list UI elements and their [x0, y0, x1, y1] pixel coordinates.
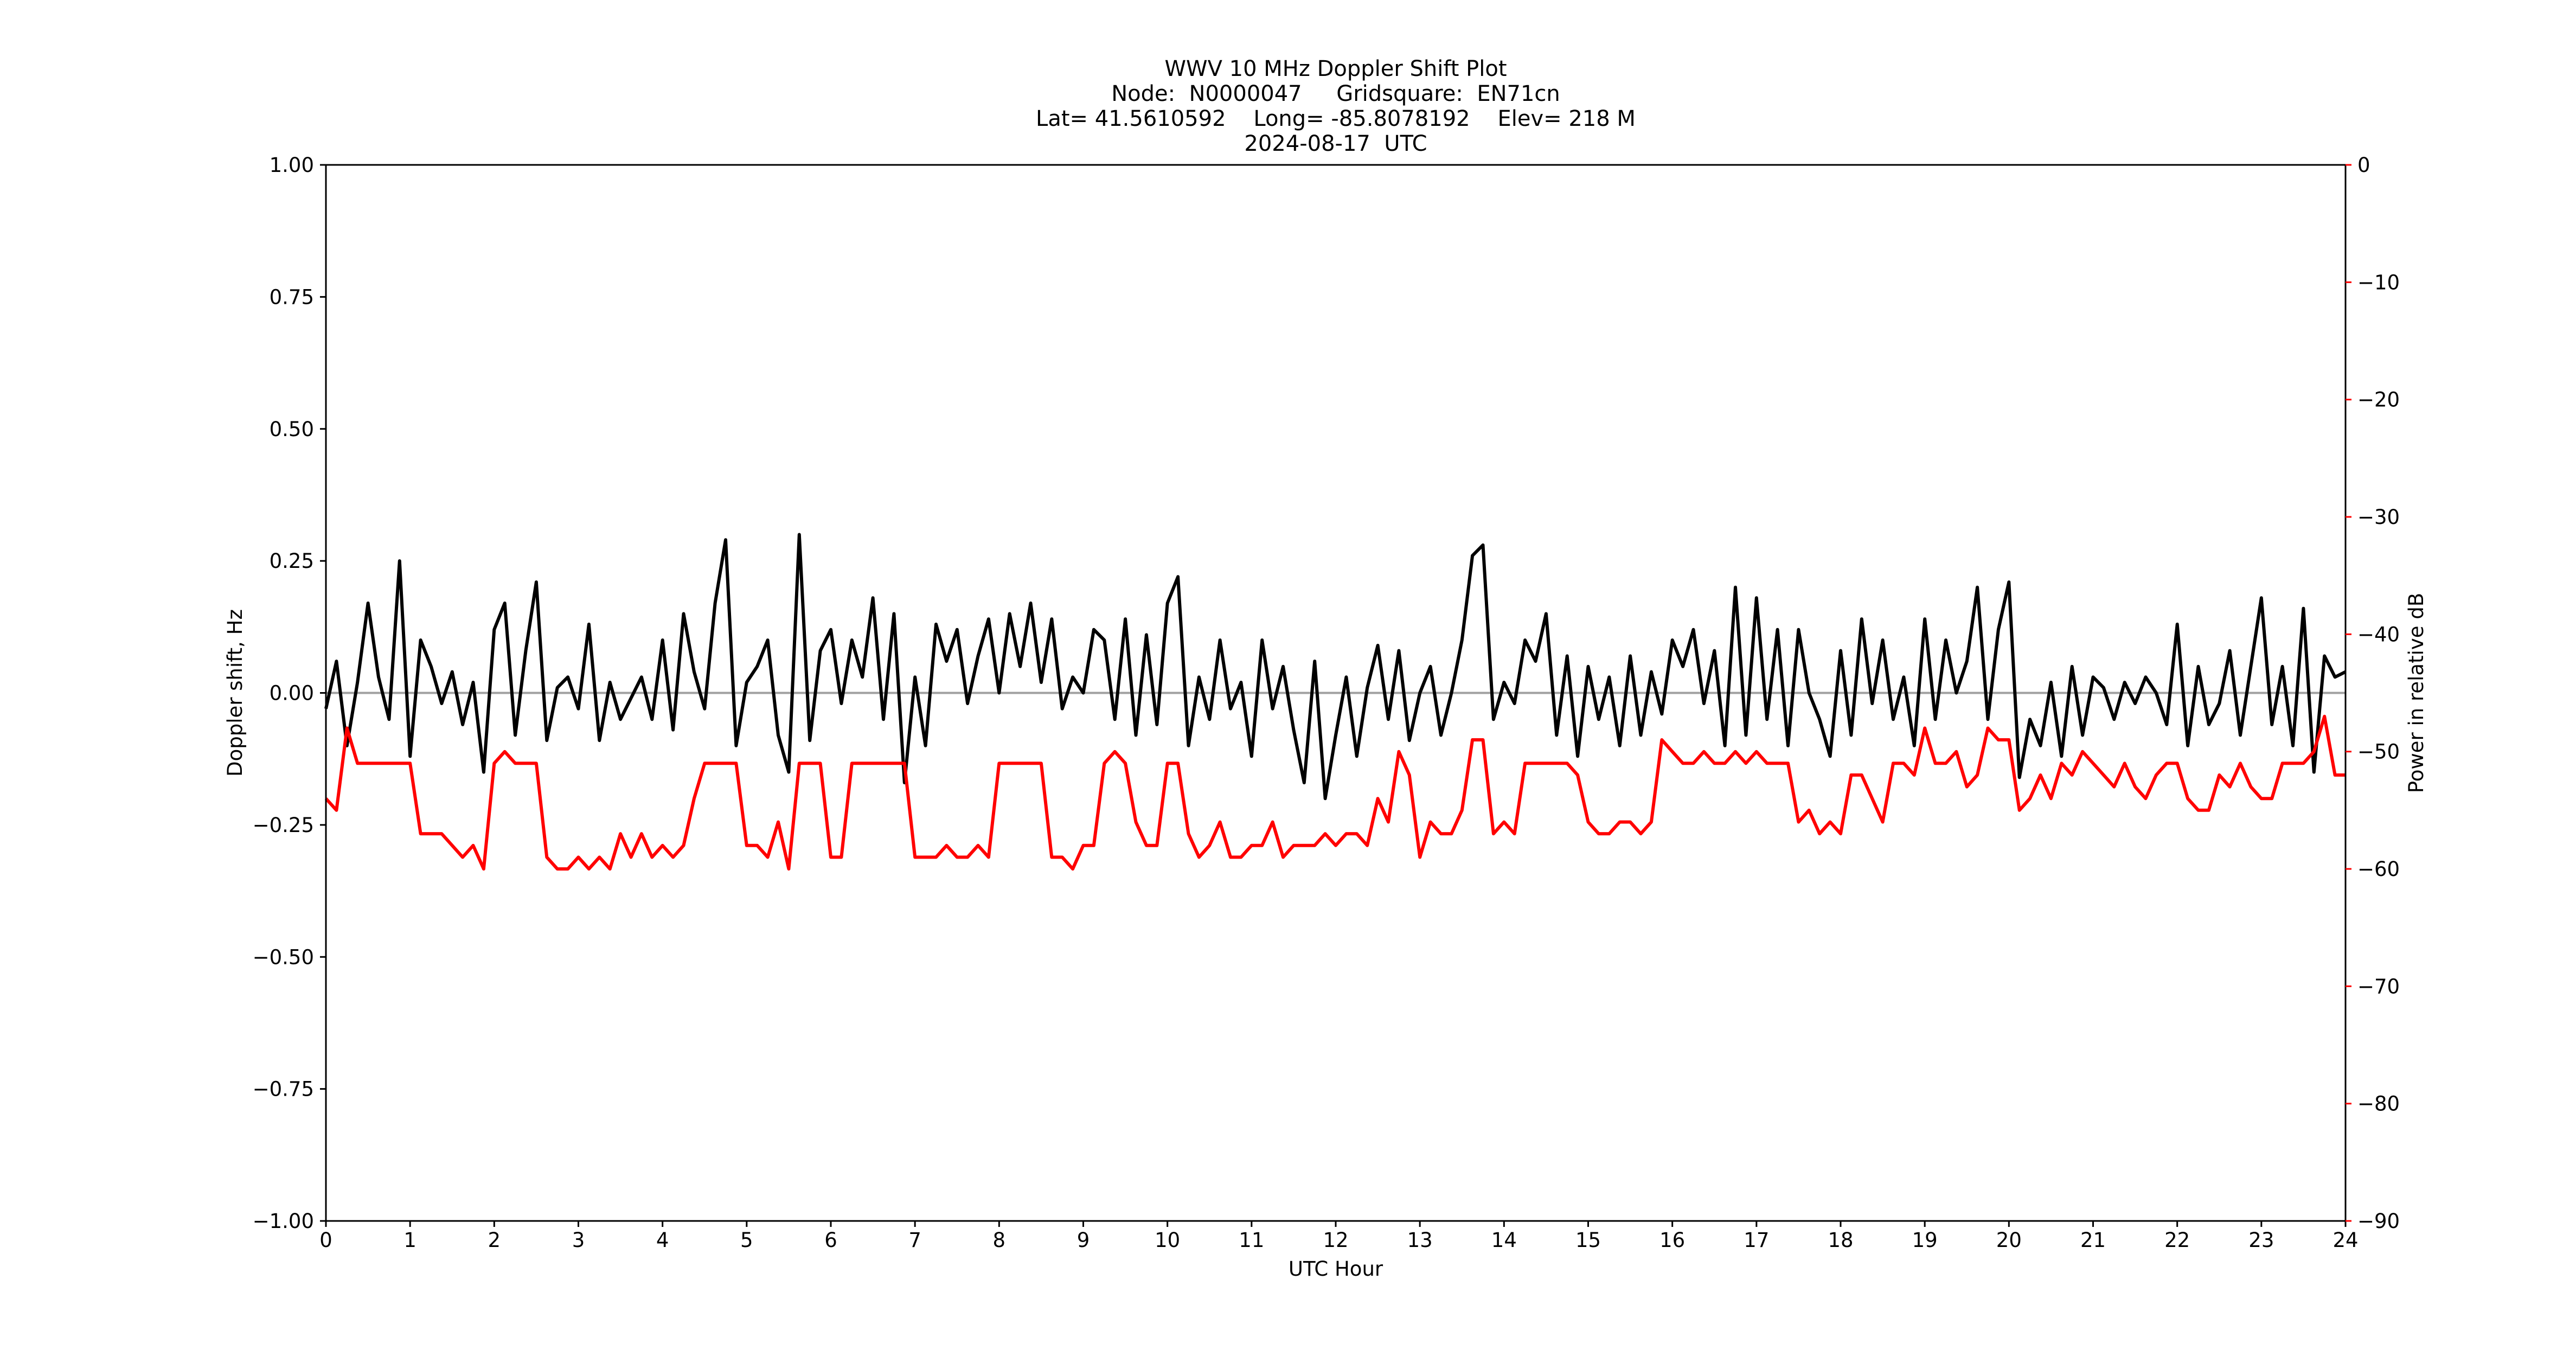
y-tick-label: −1.00: [253, 1210, 314, 1233]
x-tick-label: 4: [656, 1229, 669, 1252]
y-tick-label: 0.25: [270, 549, 314, 573]
x-tick-label: 18: [1828, 1229, 1853, 1252]
y-tick-label: −0.75: [253, 1078, 314, 1101]
y-tick-label: 1.00: [270, 153, 314, 177]
y-tick-label: 0.00: [270, 682, 314, 705]
y-tick-label: −0.25: [253, 814, 314, 837]
x-tick-label: 23: [2248, 1229, 2274, 1252]
y2-tick-label: −60: [2357, 858, 2400, 881]
x-tick-label: 13: [1407, 1229, 1433, 1252]
y2-tick-label: −50: [2357, 740, 2400, 764]
y-tick-label: −0.50: [253, 945, 314, 969]
x-tick-label: 12: [1323, 1229, 1348, 1252]
x-tick-label: 11: [1239, 1229, 1264, 1252]
y2-tick-label: −20: [2357, 388, 2400, 412]
x-tick-label: 10: [1155, 1229, 1180, 1252]
x-tick-label: 1: [403, 1229, 416, 1252]
x-tick-label: 5: [740, 1229, 753, 1252]
x-tick-label: 24: [2333, 1229, 2358, 1252]
x-axis-label: UTC Hour: [1289, 1257, 1383, 1281]
data-line: [324, 714, 2346, 871]
x-tick-label: 19: [1912, 1229, 1938, 1252]
x-tick-label: 21: [2080, 1229, 2106, 1252]
y2-tick-label: −70: [2357, 975, 2400, 998]
x-tick-label: 7: [908, 1229, 921, 1252]
x-tick-label: 9: [1077, 1229, 1090, 1252]
x-tick-label: 0: [319, 1229, 332, 1252]
data-line: [324, 533, 2347, 801]
chart-title: 2024-08-17 UTC: [1244, 131, 1427, 156]
x-tick-label: 15: [1575, 1229, 1601, 1252]
y2-tick-label: −30: [2357, 506, 2400, 529]
chart-title: Lat= 41.5610592 Long= -85.8078192 Elev= …: [1036, 106, 1636, 131]
y-axis-label: Doppler shift, Hz: [223, 609, 247, 777]
x-tick-label: 22: [2164, 1229, 2190, 1252]
x-tick-label: 3: [572, 1229, 585, 1252]
y2-tick-label: 0: [2357, 153, 2370, 177]
x-tick-label: 6: [824, 1229, 837, 1252]
x-tick-label: 20: [1996, 1229, 2022, 1252]
y2-tick-label: −90: [2357, 1210, 2400, 1233]
x-tick-label: 16: [1659, 1229, 1685, 1252]
x-tick-label: 8: [993, 1229, 1006, 1252]
y2-axis-label: Power in relative dB: [2405, 593, 2428, 793]
chart-title: WWV 10 MHz Doppler Shift Plot: [1164, 56, 1507, 81]
x-tick-label: 17: [1744, 1229, 1769, 1252]
y-tick-label: 0.50: [270, 418, 314, 441]
x-tick-label: 14: [1491, 1229, 1517, 1252]
y2-tick-label: −10: [2357, 271, 2400, 294]
x-tick-label: 2: [488, 1229, 501, 1252]
y2-tick-label: −40: [2357, 623, 2400, 646]
chart-title: Node: N0000047 Gridsquare: EN71cn: [1111, 81, 1560, 106]
y-tick-label: 0.75: [270, 285, 314, 309]
y2-tick-label: −80: [2357, 1092, 2400, 1116]
